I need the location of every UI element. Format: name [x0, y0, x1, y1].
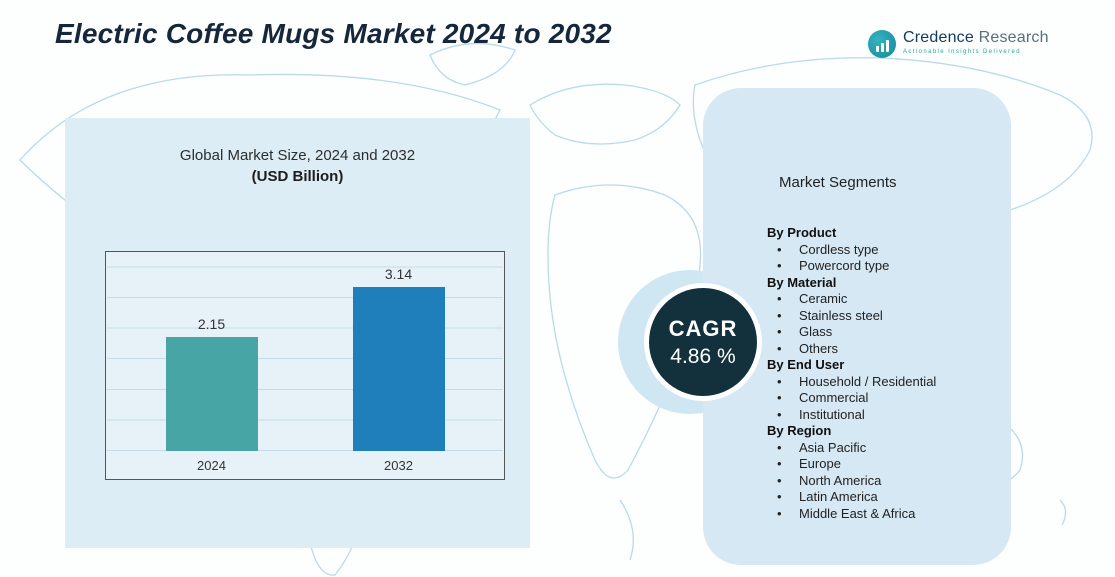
cagr-badge: CAGR 4.86 % — [649, 288, 757, 396]
segment-group-region: By Region Asia Pacific Europe North Amer… — [767, 423, 985, 522]
logo-brand-secondary: Research — [973, 29, 1049, 46]
logo-brand-primary: Credence — [903, 29, 974, 46]
segment-item: Europe — [767, 456, 985, 473]
segment-item: Others — [767, 341, 985, 358]
segment-item: Glass — [767, 324, 985, 341]
segment-item: Powercord type — [767, 258, 985, 275]
bar-group-2032: 3.14 — [352, 266, 445, 451]
x-axis-labels: 2024 2032 — [107, 458, 503, 473]
credence-research-logo: Credence Research Actionable Insights De… — [868, 30, 1049, 58]
x-axis-label-2032: 2032 — [384, 458, 413, 473]
segment-item: Latin America — [767, 489, 985, 506]
segment-item: Middle East & Africa — [767, 506, 985, 523]
cagr-value: 4.86 % — [670, 344, 736, 368]
chart-header: Global Market Size, 2024 and 2032 (USD B… — [65, 118, 530, 187]
logo-brand-name: Credence Research — [903, 30, 1049, 46]
bar-2024 — [165, 337, 258, 451]
page-title: Electric Coffee Mugs Market 2024 to 2032 — [55, 18, 612, 49]
cagr-label: CAGR — [668, 315, 738, 341]
segment-item: Household / Residential — [767, 374, 985, 391]
segment-item: Asia Pacific — [767, 440, 985, 457]
segment-group-label: By Product — [767, 225, 837, 240]
segment-item: Ceramic — [767, 291, 985, 308]
segment-group-label: By Region — [767, 423, 832, 438]
bar-value-label: 3.14 — [384, 266, 413, 282]
logo-tagline: Actionable Insights Delivered — [903, 49, 1021, 55]
segment-group-material: By Material Ceramic Stainless steel Glas… — [767, 275, 985, 358]
segment-group-end-user: By End User Household / Residential Comm… — [767, 357, 985, 423]
bar-chart-circle-icon — [868, 30, 896, 58]
segments-content: Market Segments By Product Cordless type… — [703, 88, 1011, 522]
segment-group-label: By End User — [767, 357, 845, 372]
chart-title: Global Market Size, 2024 and 2032 — [179, 147, 416, 164]
market-size-panel: Global Market Size, 2024 and 2032 (USD B… — [65, 118, 530, 548]
segments-heading: Market Segments — [779, 174, 897, 191]
logo-text: Credence Research Actionable Insights De… — [903, 30, 1049, 56]
bar-group-2024: 2.15 — [165, 266, 258, 451]
x-axis-label-2024: 2024 — [197, 458, 226, 473]
bar-value-label: 2.15 — [197, 316, 226, 333]
segment-group-product: By Product Cordless type Powercord type — [767, 225, 985, 275]
segment-item: Institutional — [767, 407, 985, 424]
bar-chart-plot-area: 2.15 3.14 — [107, 266, 503, 451]
bar-chart: 2.15 3.14 2024 2032 — [105, 251, 505, 480]
bar-2032 — [352, 287, 445, 451]
segment-item: Stainless steel — [767, 308, 985, 325]
segment-group-label: By Material — [767, 274, 837, 290]
segment-item: Commercial — [767, 390, 985, 407]
chart-subtitle: (USD Billion) — [251, 168, 344, 185]
segment-item: Cordless type — [767, 242, 985, 259]
segment-item: North America — [767, 473, 985, 490]
